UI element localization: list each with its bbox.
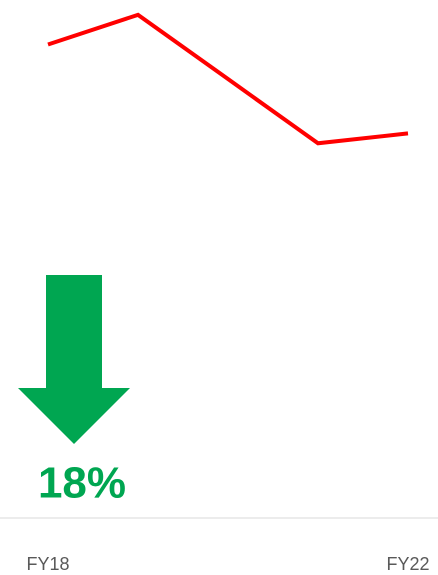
x-tick-label: FY22	[386, 554, 429, 574]
down-arrow	[18, 275, 130, 444]
change-annotation: 18%	[38, 459, 126, 508]
x-tick-label: FY18	[26, 554, 69, 574]
line-series	[47, 12, 409, 146]
